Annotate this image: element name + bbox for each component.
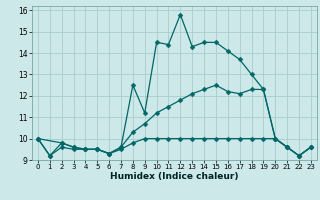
X-axis label: Humidex (Indice chaleur): Humidex (Indice chaleur)	[110, 172, 239, 181]
